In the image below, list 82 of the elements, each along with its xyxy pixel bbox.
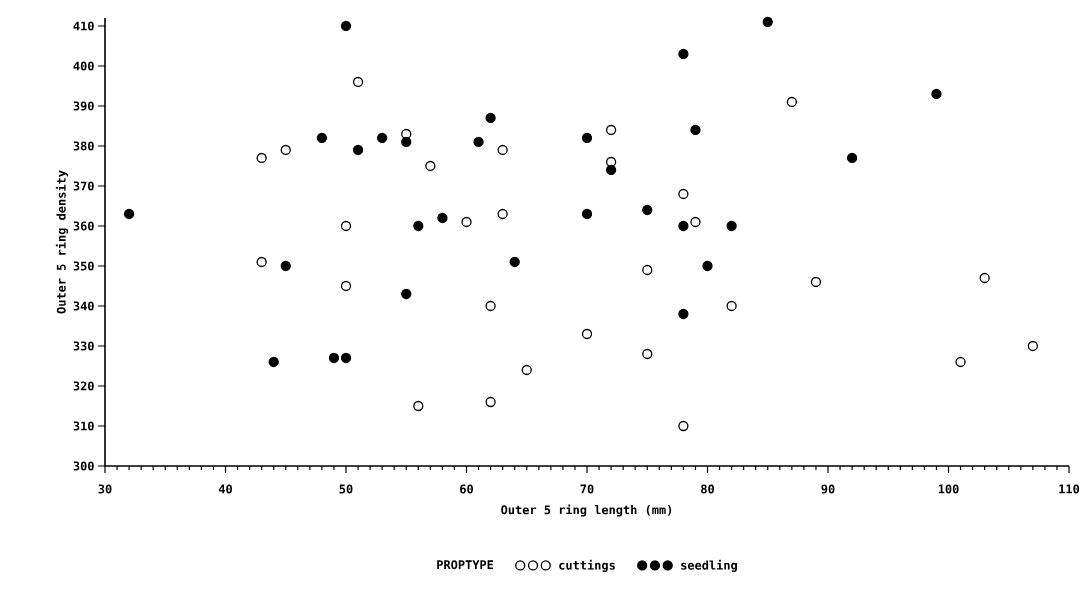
point — [605, 164, 617, 176]
point — [786, 96, 797, 108]
point — [340, 220, 352, 232]
point — [340, 280, 352, 292]
point — [425, 160, 436, 172]
x-tick-label: 90 — [821, 484, 835, 494]
point — [581, 328, 593, 340]
point — [678, 308, 689, 320]
point — [678, 220, 689, 232]
point — [979, 272, 990, 284]
point — [485, 396, 496, 408]
point — [340, 352, 352, 364]
x-tick-label: 60 — [460, 484, 473, 494]
point — [268, 356, 279, 368]
point — [413, 400, 424, 412]
point — [485, 300, 496, 312]
x-axis-title: Outer 5 ring length (mm) — [501, 504, 672, 517]
point — [401, 136, 412, 148]
y-tick-label: 310 — [73, 421, 94, 431]
point — [702, 260, 713, 272]
point — [497, 144, 508, 156]
point — [485, 112, 496, 124]
x-tick-label: 30 — [98, 484, 112, 494]
point — [497, 208, 508, 220]
point — [955, 356, 966, 368]
x-tick-label: 40 — [218, 484, 232, 494]
point — [581, 132, 593, 144]
x-tick-label: 80 — [701, 484, 714, 494]
point — [473, 136, 484, 148]
point — [1027, 340, 1038, 352]
point — [352, 76, 364, 88]
point — [642, 348, 653, 360]
point — [726, 220, 737, 232]
point — [401, 288, 412, 300]
point — [377, 132, 388, 144]
point — [846, 152, 858, 164]
point — [678, 420, 689, 432]
point — [678, 48, 689, 60]
y-tick-label: 330 — [73, 341, 94, 351]
point — [256, 256, 267, 268]
y-tick-label: 360 — [73, 221, 94, 231]
x-tick-label: 70 — [580, 484, 594, 494]
point — [413, 220, 424, 232]
point — [678, 188, 689, 200]
y-tick-label: 320 — [73, 381, 94, 391]
y-tick-label: 300 — [73, 461, 94, 471]
y-axis-title: Outer 5 ring density — [55, 170, 69, 314]
point — [605, 124, 617, 136]
y-tick-label: 340 — [73, 301, 94, 311]
y-tick-label: 370 — [73, 181, 94, 191]
point — [256, 152, 267, 164]
point — [642, 204, 653, 216]
point — [581, 208, 593, 220]
point — [352, 144, 364, 156]
point — [521, 364, 532, 376]
legend-label: cuttings — [559, 559, 615, 572]
y-tick-label: 350 — [73, 261, 94, 271]
point — [690, 216, 701, 228]
point — [280, 144, 291, 156]
point — [726, 300, 737, 312]
point — [316, 132, 328, 144]
point — [328, 352, 340, 364]
point — [461, 216, 472, 228]
point — [340, 20, 352, 32]
point — [509, 256, 520, 268]
point — [690, 124, 701, 136]
y-tick-label: 390 — [73, 101, 94, 111]
y-tick-label: 380 — [73, 141, 94, 151]
x-tick-label: 50 — [339, 484, 353, 494]
point — [280, 260, 291, 272]
point — [762, 16, 773, 28]
point — [642, 264, 653, 276]
legend-title: PROPTYPE — [437, 560, 494, 570]
legend-label: seedling — [681, 559, 737, 572]
point — [810, 276, 822, 288]
y-tick-label: 410 — [73, 21, 94, 31]
x-tick-label: 110 — [1059, 484, 1080, 494]
point — [123, 208, 135, 220]
point — [437, 212, 448, 224]
x-tick-label: 100 — [938, 484, 959, 494]
point — [931, 88, 942, 100]
y-tick-label: 400 — [73, 61, 94, 71]
